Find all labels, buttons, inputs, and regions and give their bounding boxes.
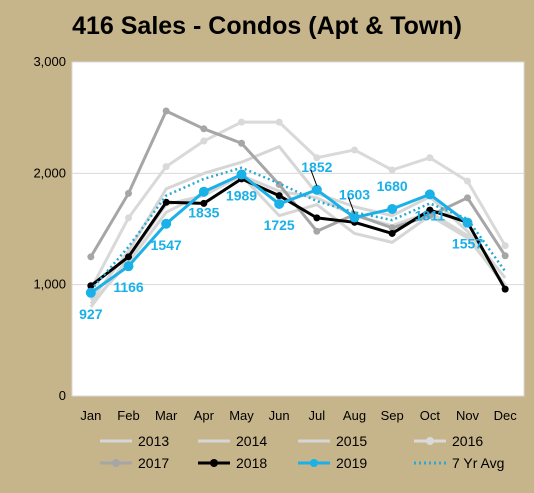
data-point [200, 125, 208, 133]
legend-label: 2017 [138, 455, 169, 471]
data-label: 1557 [452, 236, 483, 252]
legend-label: 2013 [138, 433, 169, 449]
series-line-2016 [89, 120, 507, 290]
data-point [236, 169, 247, 180]
data-label: 1725 [264, 217, 295, 233]
x-tick-label: Jan [80, 408, 101, 423]
legend-label: 2014 [236, 433, 267, 449]
data-point [349, 212, 360, 223]
data-point [426, 154, 434, 162]
data-point [464, 194, 471, 202]
data-point [501, 285, 509, 293]
x-tick-label: Mar [155, 408, 178, 423]
data-label: 1811 [415, 207, 446, 223]
legend-label: 2016 [452, 433, 483, 449]
data-point [200, 137, 208, 145]
data-point [85, 287, 96, 298]
label-leader [310, 169, 318, 186]
data-point [388, 166, 396, 174]
series-line-2014 [89, 145, 507, 302]
x-tick-label: Nov [456, 408, 480, 423]
x-tick-label: Jun [269, 408, 290, 423]
legend-marker [310, 459, 318, 467]
label-leader [348, 197, 355, 214]
data-point [388, 229, 396, 237]
y-tick-label: 1,000 [33, 277, 66, 292]
legend-label: 7 Yr Avg [452, 455, 504, 471]
data-point [162, 163, 170, 171]
data-point [313, 227, 321, 235]
data-point [501, 242, 509, 250]
data-label: 1603 [339, 187, 370, 203]
data-label: 1852 [301, 159, 332, 175]
x-tick-label: Dec [494, 408, 518, 423]
x-tick-label: Jul [309, 408, 326, 423]
x-tick-label: Feb [117, 408, 139, 423]
chart-title: 416 Sales - Condos (Apt & Town) [72, 12, 462, 40]
x-tick-label: May [229, 408, 254, 423]
data-point [162, 198, 170, 206]
data-point [238, 118, 245, 126]
data-point [87, 253, 95, 261]
data-point [200, 199, 208, 207]
legend-marker [210, 459, 218, 467]
data-point [311, 184, 322, 195]
data-point [125, 214, 132, 222]
data-point [125, 189, 132, 197]
data-label: 1166 [113, 279, 144, 295]
legend-label: 2018 [236, 455, 267, 471]
legend-marker [112, 459, 120, 467]
data-point [125, 253, 132, 261]
data-point [464, 177, 471, 185]
data-point [87, 282, 95, 290]
data-point [162, 107, 170, 115]
data-point [275, 118, 283, 126]
x-tick-label: Apr [194, 408, 215, 423]
data-point [424, 189, 435, 200]
data-label: 1680 [377, 178, 408, 194]
x-tick-label: Aug [343, 408, 366, 423]
data-point [501, 252, 509, 260]
data-point [387, 203, 398, 214]
data-point [313, 214, 321, 222]
data-point [462, 217, 473, 228]
x-tick-label: Sep [381, 408, 404, 423]
data-label: 927 [79, 306, 103, 322]
data-point [275, 192, 283, 200]
legend-label: 2015 [336, 433, 367, 449]
data-point [274, 198, 285, 209]
data-point [388, 224, 396, 232]
y-tick-label: 2,000 [33, 165, 66, 180]
x-tick-label: Oct [420, 408, 441, 423]
data-label: 1989 [226, 188, 257, 204]
legend-marker [426, 437, 434, 445]
data-point [426, 206, 434, 214]
data-point [238, 139, 245, 147]
y-tick-label: 3,000 [33, 54, 66, 69]
data-point [198, 186, 209, 197]
data-point [426, 212, 434, 220]
data-point [161, 218, 172, 229]
data-label: 1835 [188, 205, 219, 221]
y-tick-label: 0 [59, 388, 66, 403]
legend-label: 2019 [336, 455, 367, 471]
series-line-2018 [89, 177, 507, 290]
data-point [123, 261, 134, 272]
data-point [351, 146, 358, 154]
series-line-7-yr-avg [89, 166, 507, 292]
data-label: 1547 [151, 237, 182, 253]
data-point [313, 154, 321, 162]
